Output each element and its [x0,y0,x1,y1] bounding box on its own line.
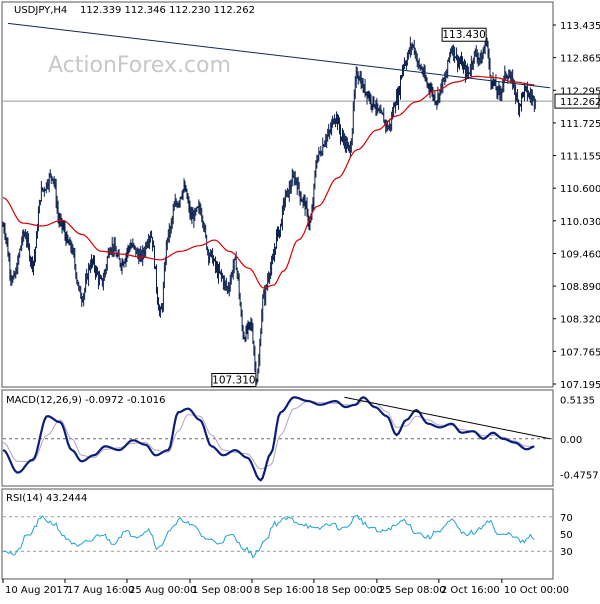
macd-label: MACD(12,26,9) -0.0972 -0.1016 [6,395,166,406]
price-tick-label: 110.030 [560,217,600,228]
price-tick-label: 107.195 [560,380,600,391]
rsi-tick-label: 30 [560,547,573,558]
last-price-label: 112.262 [560,97,600,108]
annotation-box [211,373,257,388]
ohlc-label: 112.339 112.346 112.230 112.262 [80,5,255,16]
price-bar [523,82,526,102]
annotation-label: 113.430 [442,29,485,41]
symbol-label: USDJPY,H4 [14,5,67,16]
price-tick-label: 108.320 [560,315,600,326]
price-tick-label: 111.155 [560,152,600,163]
annotation-box [441,27,487,42]
price-tick-label: 112.865 [560,54,600,65]
moving-average-line [2,75,535,289]
time-tick-label: 2 Oct 16:00 [441,585,500,596]
price-tick-label: 113.435 [560,21,600,32]
macd-layer [2,396,553,482]
rsi-tick-label: 50 [560,530,573,541]
rsi-layer [2,514,553,559]
macd-line [2,396,535,482]
rsi-tick-label: 70 [560,513,573,524]
price-tick-label: 111.725 [560,119,600,130]
rsi-panel-frame [1,488,554,580]
price-tick-label: 112.295 [560,86,600,97]
price-tick-label: 107.765 [560,347,600,358]
time-tick-label: 10 Oct 00:00 [504,585,569,596]
rsi-label: RSI(14) 43.2444 [6,493,87,504]
price-trendline [7,22,551,89]
time-tick-label: 18 Sep 00:00 [316,585,383,596]
time-tick-label: 1 Sep 08:00 [192,585,252,596]
macd-trendline [344,396,551,440]
price-tick-label: 108.890 [560,282,600,293]
price-bar [153,245,156,269]
time-tick-label: 10 Aug 2017 [5,585,69,596]
time-tick-label: 17 Aug 16:00 [67,585,134,596]
macd-tick-label: -0.4757 [560,471,599,482]
price-layer: 113.430 107.310 [1,22,553,388]
ohlc-bars [1,33,537,385]
time-tick-label: 8 Sep 16:00 [254,585,314,596]
price-panel-frame [1,1,554,388]
macd-tick-label: 0.00 [560,435,582,446]
price-tick-label: 110.600 [560,184,600,195]
price-bar [534,98,537,110]
time-tick-label: 25 Aug 00:00 [129,585,196,596]
annotation-label: 107.310 [212,375,255,387]
time-tick-label: 25 Sep 08:00 [379,585,446,596]
macd-tick-label: 0.5135 [560,396,595,407]
last-price-tag [554,93,600,109]
axis-layer: 113.435 112.865 112.295 111.725 111.155 110.6… [2,21,600,596]
rsi-line [2,514,535,559]
price-header: USDJPY,H4 112.339 112.346 112.230 112.26… [14,5,255,16]
macd-panel-frame [1,389,554,487]
price-tick-label: 109.460 [560,249,600,260]
watermark: ActionForex.com [48,53,231,78]
